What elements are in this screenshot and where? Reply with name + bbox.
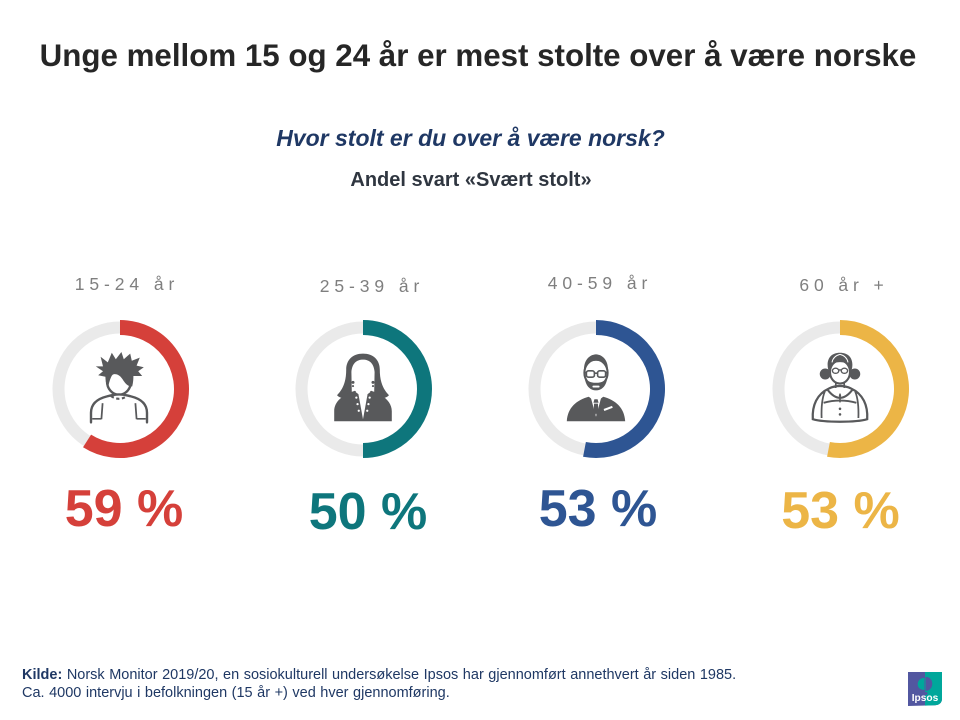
donut-25-39 [295, 320, 432, 458]
woman-icon [333, 353, 392, 422]
donut-arc [362, 320, 432, 458]
older-woman-icon [811, 352, 868, 423]
logo-text: Ipsos [912, 693, 939, 704]
value-40-59: 53 % [538, 480, 658, 538]
measure-label: Andel svart «Svært stolt» [350, 169, 592, 191]
ipsos-logo: Ipsos [908, 672, 942, 706]
man-suit-icon [566, 354, 626, 422]
donut-60-plus [772, 320, 909, 458]
young-man-icon [89, 352, 149, 424]
page-title: Unge mellom 15 og 24 år er mest stolte o… [39, 38, 917, 73]
donut-15-24 [52, 320, 189, 458]
donut-arc [83, 320, 189, 458]
group-label-40-59: 40-59 år [547, 273, 653, 293]
donut-40-59 [528, 320, 665, 458]
logo-emblem-right [924, 676, 933, 696]
source-line2: Ca. 4000 intervju i befolkningen (15 år … [22, 685, 450, 701]
logo-emblem-left [917, 677, 925, 690]
value-15-24: 59 % [64, 480, 184, 538]
donut-arc [583, 320, 665, 458]
group-label-15-24: 15-24 år [74, 274, 180, 294]
value-60-plus: 53 % [781, 482, 900, 540]
donut-arc [826, 320, 909, 458]
value-25-39: 50 % [308, 483, 428, 541]
source-line1: Norsk Monitor 2019/20, en sosiokulturell… [66, 667, 737, 683]
group-label-25-39: 25-39 år [319, 276, 425, 296]
group-label-60-plus: 60 år + [799, 275, 889, 295]
survey-question: Hvor stolt er du over å være norsk? [276, 125, 665, 151]
source-note: Kilde: Norsk Monitor 2019/20, en sosioku… [22, 666, 892, 702]
source-label: Kilde: [22, 667, 63, 683]
